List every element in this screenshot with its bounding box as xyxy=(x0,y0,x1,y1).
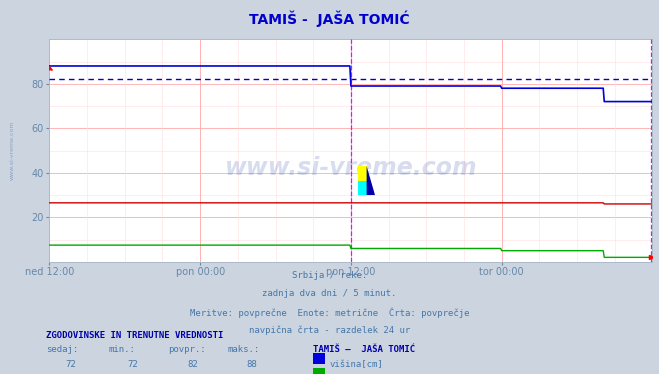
Text: 72: 72 xyxy=(128,360,138,369)
Text: TAMIŠ –  JAŠA TOMIĆ: TAMIŠ – JAŠA TOMIĆ xyxy=(313,345,415,354)
Text: 82: 82 xyxy=(187,360,198,369)
Text: Srbija / reke.: Srbija / reke. xyxy=(292,271,367,280)
Text: www.si-vreme.com: www.si-vreme.com xyxy=(225,156,477,180)
Polygon shape xyxy=(366,166,375,195)
Text: višina[cm]: višina[cm] xyxy=(330,360,384,369)
Bar xyxy=(358,166,366,181)
Text: navpična črta - razdelek 24 ur: navpična črta - razdelek 24 ur xyxy=(249,325,410,334)
Text: 72: 72 xyxy=(65,360,76,369)
Text: Meritve: povprečne  Enote: metrične  Črta: povprečje: Meritve: povprečne Enote: metrične Črta:… xyxy=(190,307,469,318)
Text: sedaj:: sedaj: xyxy=(46,345,78,354)
Text: 88: 88 xyxy=(246,360,257,369)
Bar xyxy=(358,181,366,195)
Text: maks.:: maks.: xyxy=(227,345,260,354)
Text: povpr.:: povpr.: xyxy=(168,345,206,354)
Text: TAMIŠ -  JAŠA TOMIĆ: TAMIŠ - JAŠA TOMIĆ xyxy=(249,10,410,27)
Text: min.:: min.: xyxy=(109,345,136,354)
Text: www.si-vreme.com: www.si-vreme.com xyxy=(9,121,14,180)
Text: zadnja dva dni / 5 minut.: zadnja dva dni / 5 minut. xyxy=(262,289,397,298)
Text: ZGODOVINSKE IN TRENUTNE VREDNOSTI: ZGODOVINSKE IN TRENUTNE VREDNOSTI xyxy=(46,331,223,340)
